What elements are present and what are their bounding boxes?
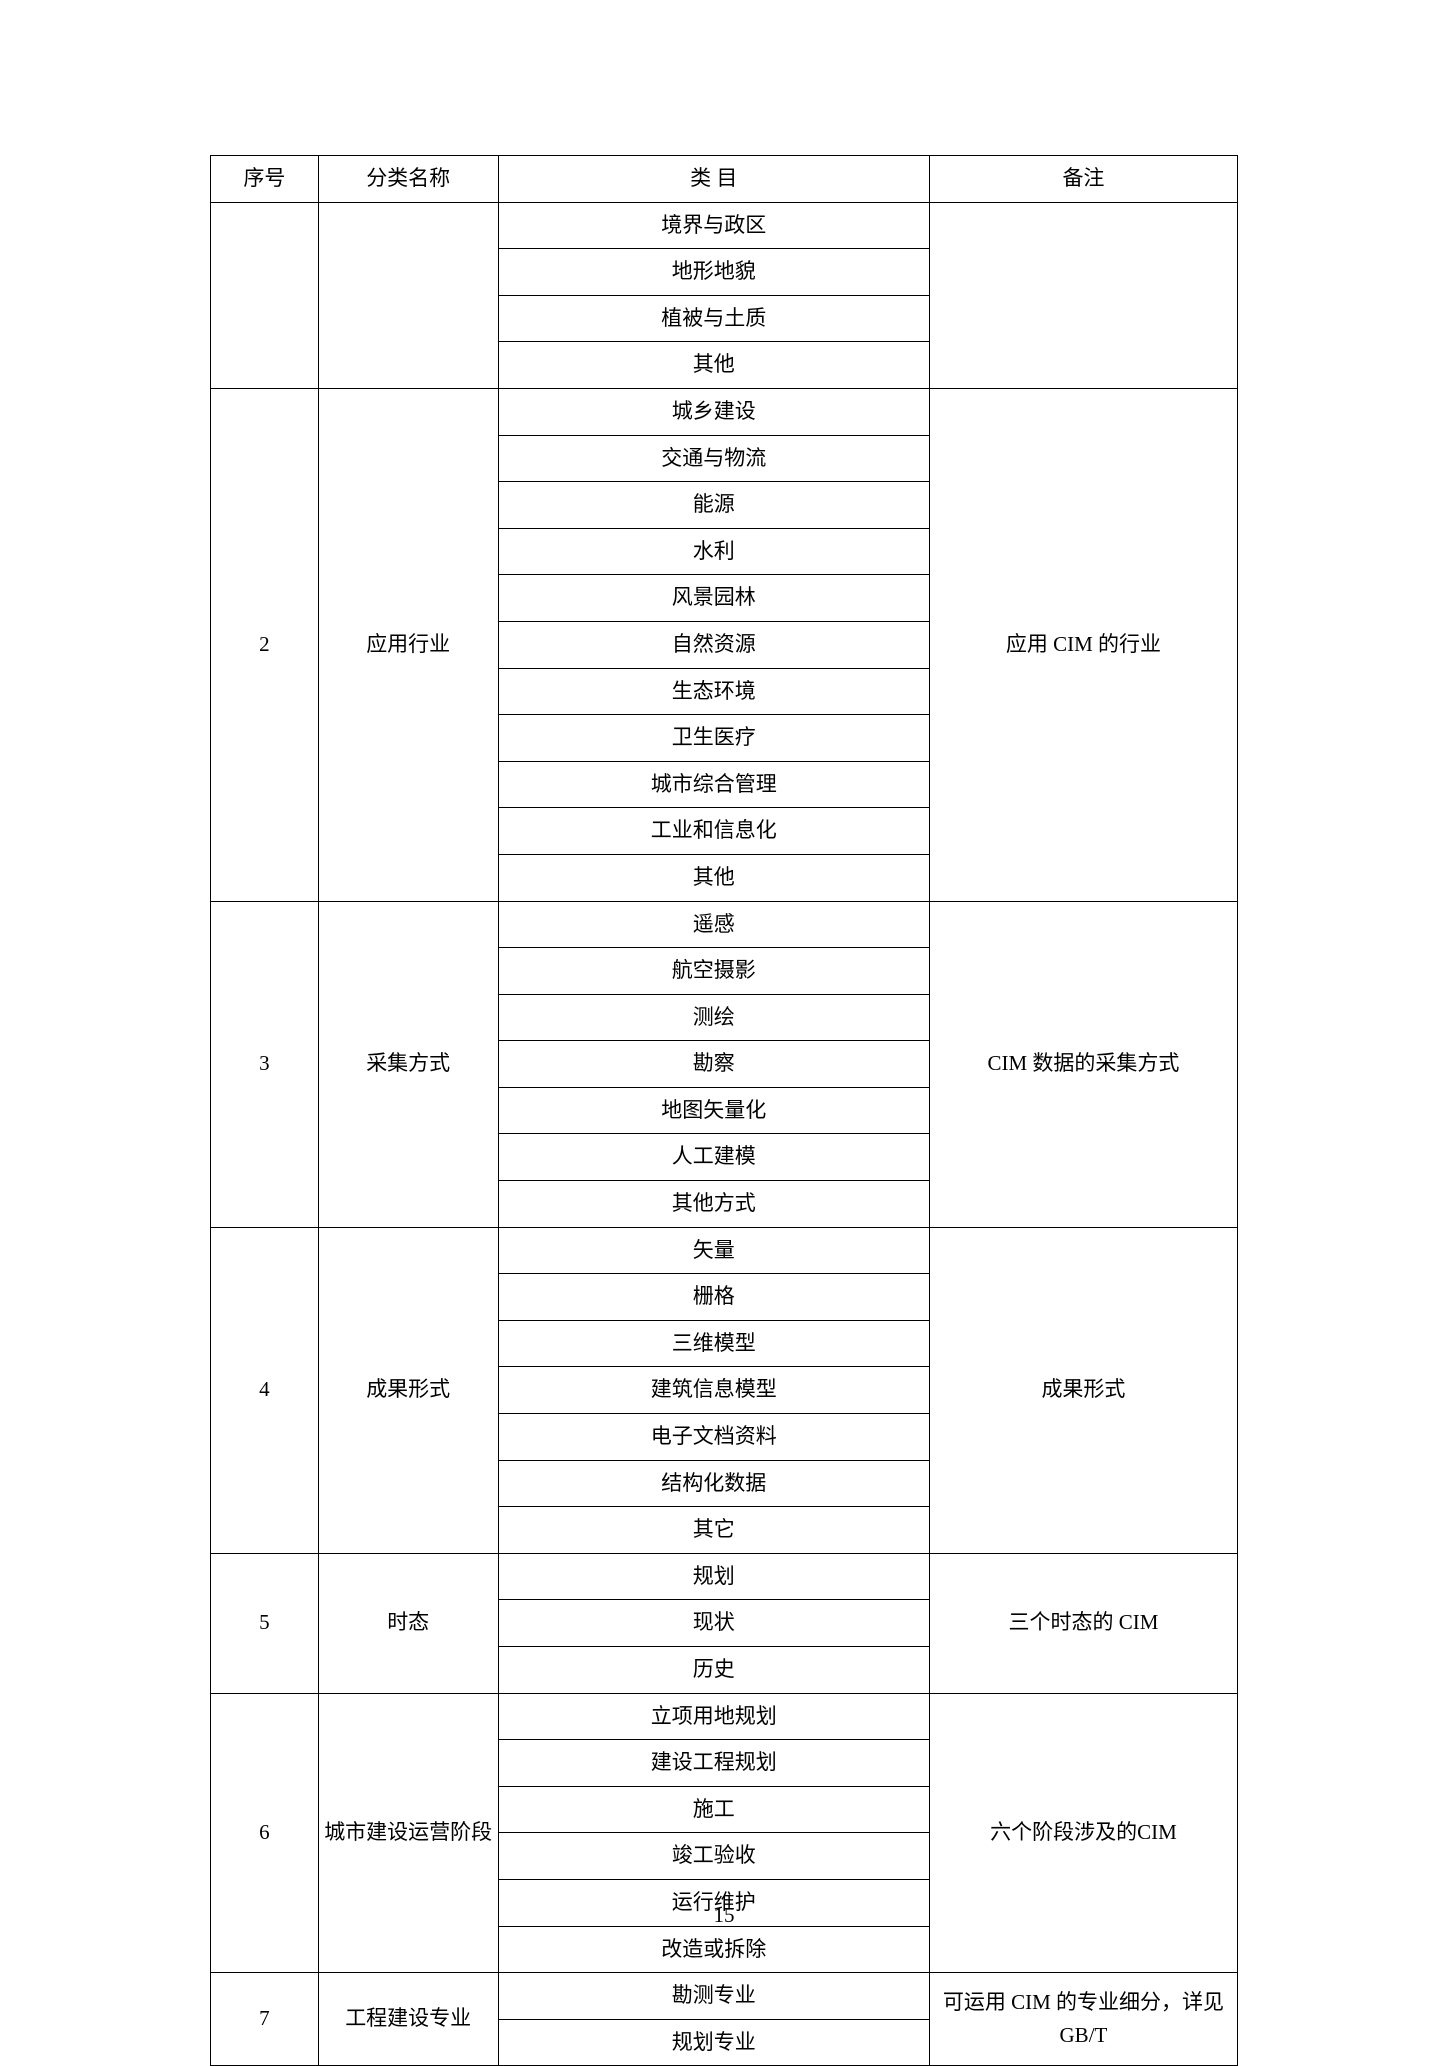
table-body: 序号 分类名称 类 目 备注 境界与政区地形地貌植被与土质其他2应用行业城乡建设… bbox=[211, 156, 1238, 2066]
cell-item: 结构化数据 bbox=[498, 1460, 929, 1507]
cell-remark: 六个阶段涉及的CIM bbox=[929, 1693, 1237, 1973]
cell-item: 立项用地规划 bbox=[498, 1693, 929, 1740]
cell-remark bbox=[929, 202, 1237, 388]
cell-name: 城市建设运营阶段 bbox=[318, 1693, 498, 1973]
cell-seq: 7 bbox=[211, 1973, 319, 2066]
cell-seq: 6 bbox=[211, 1693, 319, 1973]
cell-remark: CIM 数据的采集方式 bbox=[929, 901, 1237, 1227]
table-row: 5时态规划三个时态的 CIM bbox=[211, 1553, 1238, 1600]
cell-item: 生态环境 bbox=[498, 668, 929, 715]
cell-name: 成果形式 bbox=[318, 1227, 498, 1553]
cell-item: 人工建模 bbox=[498, 1134, 929, 1181]
cell-remark: 可运用 CIM 的专业细分，详见 GB/T bbox=[929, 1973, 1237, 2066]
cell-item: 地形地貌 bbox=[498, 249, 929, 296]
cell-item: 建设工程规划 bbox=[498, 1740, 929, 1787]
cell-seq: 3 bbox=[211, 901, 319, 1227]
cell-name: 工程建设专业 bbox=[318, 1973, 498, 2066]
cell-seq: 4 bbox=[211, 1227, 319, 1553]
cell-item: 境界与政区 bbox=[498, 202, 929, 249]
cell-item: 能源 bbox=[498, 482, 929, 529]
cell-item: 航空摄影 bbox=[498, 948, 929, 995]
table-row: 6城市建设运营阶段立项用地规划六个阶段涉及的CIM bbox=[211, 1693, 1238, 1740]
cell-item: 工业和信息化 bbox=[498, 808, 929, 855]
cell-item: 水利 bbox=[498, 528, 929, 575]
header-seq: 序号 bbox=[211, 156, 319, 203]
cell-item: 建筑信息模型 bbox=[498, 1367, 929, 1414]
cell-item: 竣工验收 bbox=[498, 1833, 929, 1880]
cell-item: 改造或拆除 bbox=[498, 1926, 929, 1973]
cell-item: 历史 bbox=[498, 1647, 929, 1694]
cell-item: 遥感 bbox=[498, 901, 929, 948]
cell-item: 卫生医疗 bbox=[498, 715, 929, 762]
cell-item: 城乡建设 bbox=[498, 388, 929, 435]
cell-item: 三维模型 bbox=[498, 1320, 929, 1367]
cell-item: 地图矢量化 bbox=[498, 1087, 929, 1134]
cell-item: 其它 bbox=[498, 1507, 929, 1554]
table-row: 4成果形式矢量成果形式 bbox=[211, 1227, 1238, 1274]
header-category: 类 目 bbox=[498, 156, 929, 203]
cell-item: 城市综合管理 bbox=[498, 761, 929, 808]
table-row: 3采集方式遥感CIM 数据的采集方式 bbox=[211, 901, 1238, 948]
cell-item: 其他 bbox=[498, 342, 929, 389]
cell-item: 规划专业 bbox=[498, 2019, 929, 2066]
cell-item: 其他 bbox=[498, 854, 929, 901]
cell-remark: 三个时态的 CIM bbox=[929, 1553, 1237, 1693]
cell-seq: 5 bbox=[211, 1553, 319, 1693]
header-name: 分类名称 bbox=[318, 156, 498, 203]
cell-item: 交通与物流 bbox=[498, 435, 929, 482]
cell-item: 勘测专业 bbox=[498, 1973, 929, 2020]
cell-seq bbox=[211, 202, 319, 388]
page-container: 序号 分类名称 类 目 备注 境界与政区地形地貌植被与土质其他2应用行业城乡建设… bbox=[0, 0, 1448, 2066]
cell-item: 现状 bbox=[498, 1600, 929, 1647]
page-number: 15 bbox=[0, 1903, 1448, 1928]
cell-item: 勘察 bbox=[498, 1041, 929, 1088]
cell-item: 自然资源 bbox=[498, 621, 929, 668]
cell-item: 测绘 bbox=[498, 994, 929, 1041]
cell-name bbox=[318, 202, 498, 388]
table-row: 境界与政区 bbox=[211, 202, 1238, 249]
classification-table: 序号 分类名称 类 目 备注 境界与政区地形地貌植被与土质其他2应用行业城乡建设… bbox=[210, 155, 1238, 2066]
cell-item: 矢量 bbox=[498, 1227, 929, 1274]
cell-item: 其他方式 bbox=[498, 1181, 929, 1228]
cell-remark: 成果形式 bbox=[929, 1227, 1237, 1553]
cell-remark: 应用 CIM 的行业 bbox=[929, 388, 1237, 901]
cell-item: 规划 bbox=[498, 1553, 929, 1600]
cell-name: 时态 bbox=[318, 1553, 498, 1693]
cell-name: 采集方式 bbox=[318, 901, 498, 1227]
cell-seq: 2 bbox=[211, 388, 319, 901]
cell-item: 栅格 bbox=[498, 1274, 929, 1321]
cell-item: 风景园林 bbox=[498, 575, 929, 622]
table-row: 7工程建设专业勘测专业可运用 CIM 的专业细分，详见 GB/T bbox=[211, 1973, 1238, 2020]
cell-item: 植被与土质 bbox=[498, 295, 929, 342]
cell-item: 施工 bbox=[498, 1786, 929, 1833]
table-header-row: 序号 分类名称 类 目 备注 bbox=[211, 156, 1238, 203]
table-row: 2应用行业城乡建设应用 CIM 的行业 bbox=[211, 388, 1238, 435]
header-remark: 备注 bbox=[929, 156, 1237, 203]
cell-name: 应用行业 bbox=[318, 388, 498, 901]
cell-item: 电子文档资料 bbox=[498, 1414, 929, 1461]
